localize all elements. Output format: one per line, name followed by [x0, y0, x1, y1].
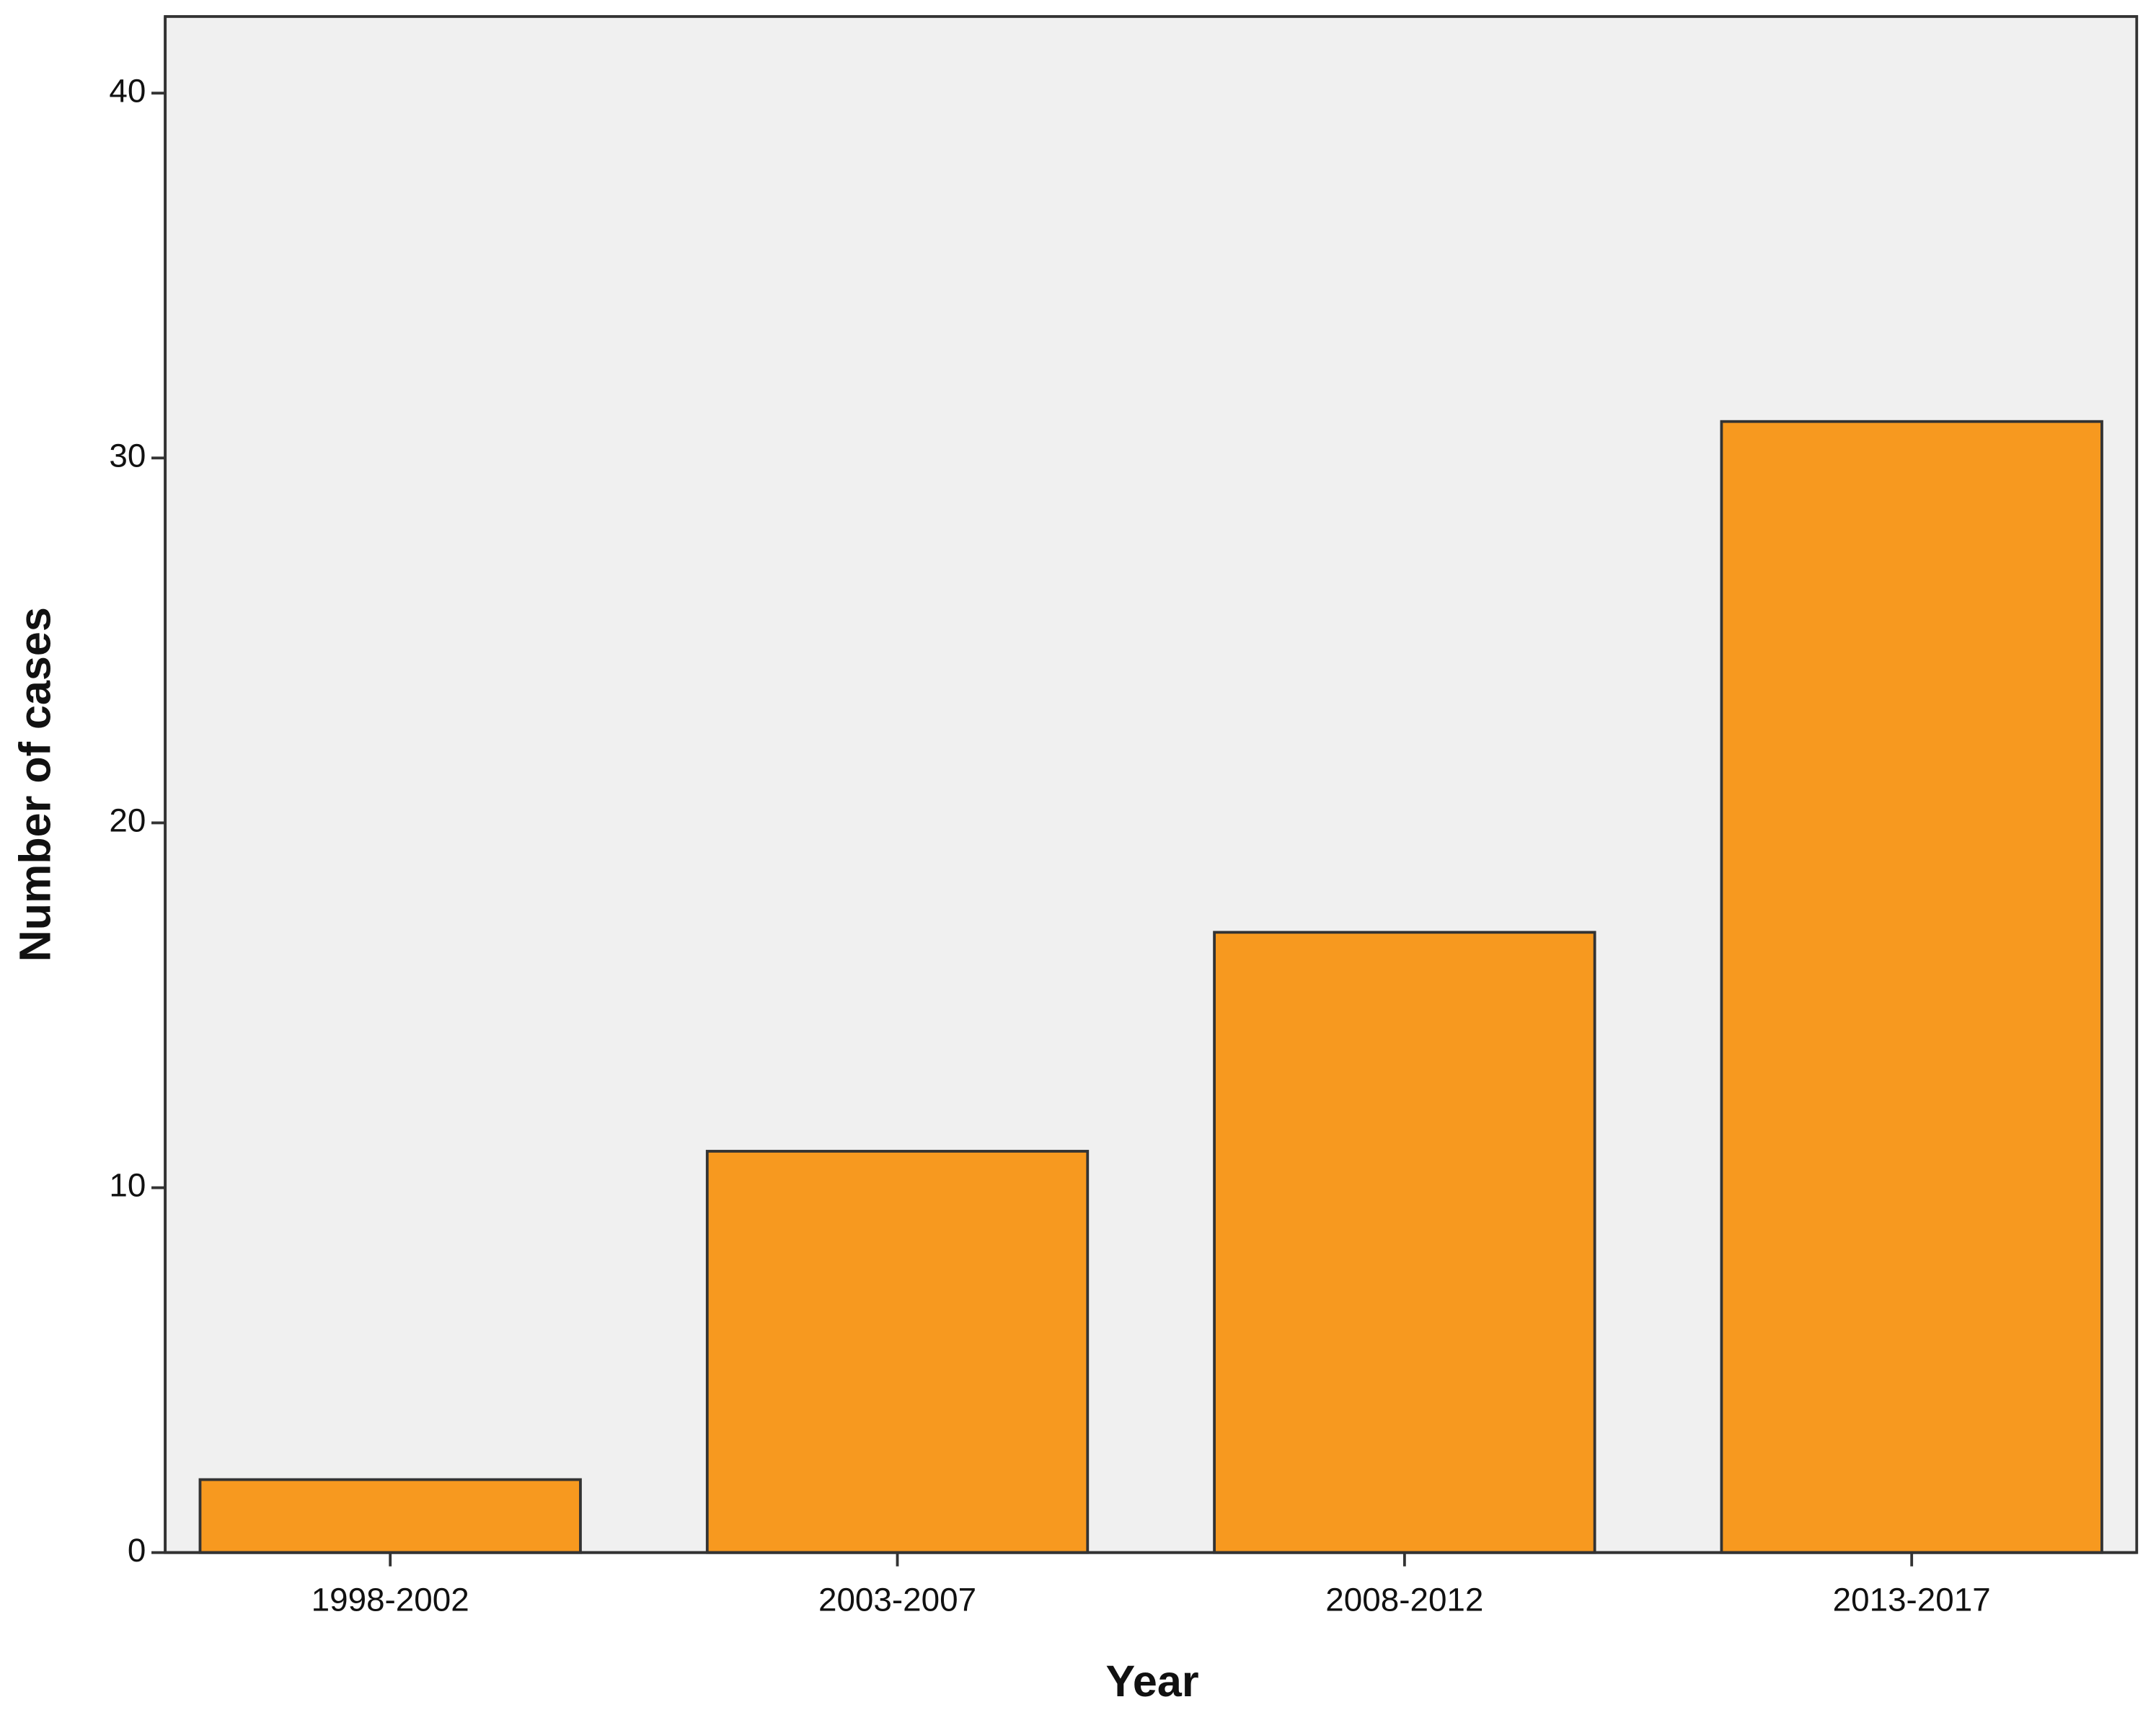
y-tick-label: 40	[109, 72, 146, 109]
x-axis-title: Year	[1106, 1657, 1199, 1706]
y-axis-title: Number of cases	[11, 607, 60, 962]
x-tick-label: 2003-2007	[818, 1582, 976, 1618]
x-tick-label: 2008-2012	[1325, 1582, 1483, 1618]
y-tick-label: 30	[109, 437, 146, 474]
y-tick-label: 10	[109, 1167, 146, 1204]
y-tick-label: 0	[128, 1532, 146, 1569]
bar	[705, 1150, 1090, 1554]
x-tick-label: 2013-2017	[1833, 1582, 1991, 1618]
bar	[1720, 420, 2103, 1554]
x-tick-label: 1998-2002	[312, 1582, 469, 1618]
y-tick-label: 20	[109, 802, 146, 839]
bar	[198, 1478, 582, 1554]
bar	[1213, 931, 1596, 1554]
